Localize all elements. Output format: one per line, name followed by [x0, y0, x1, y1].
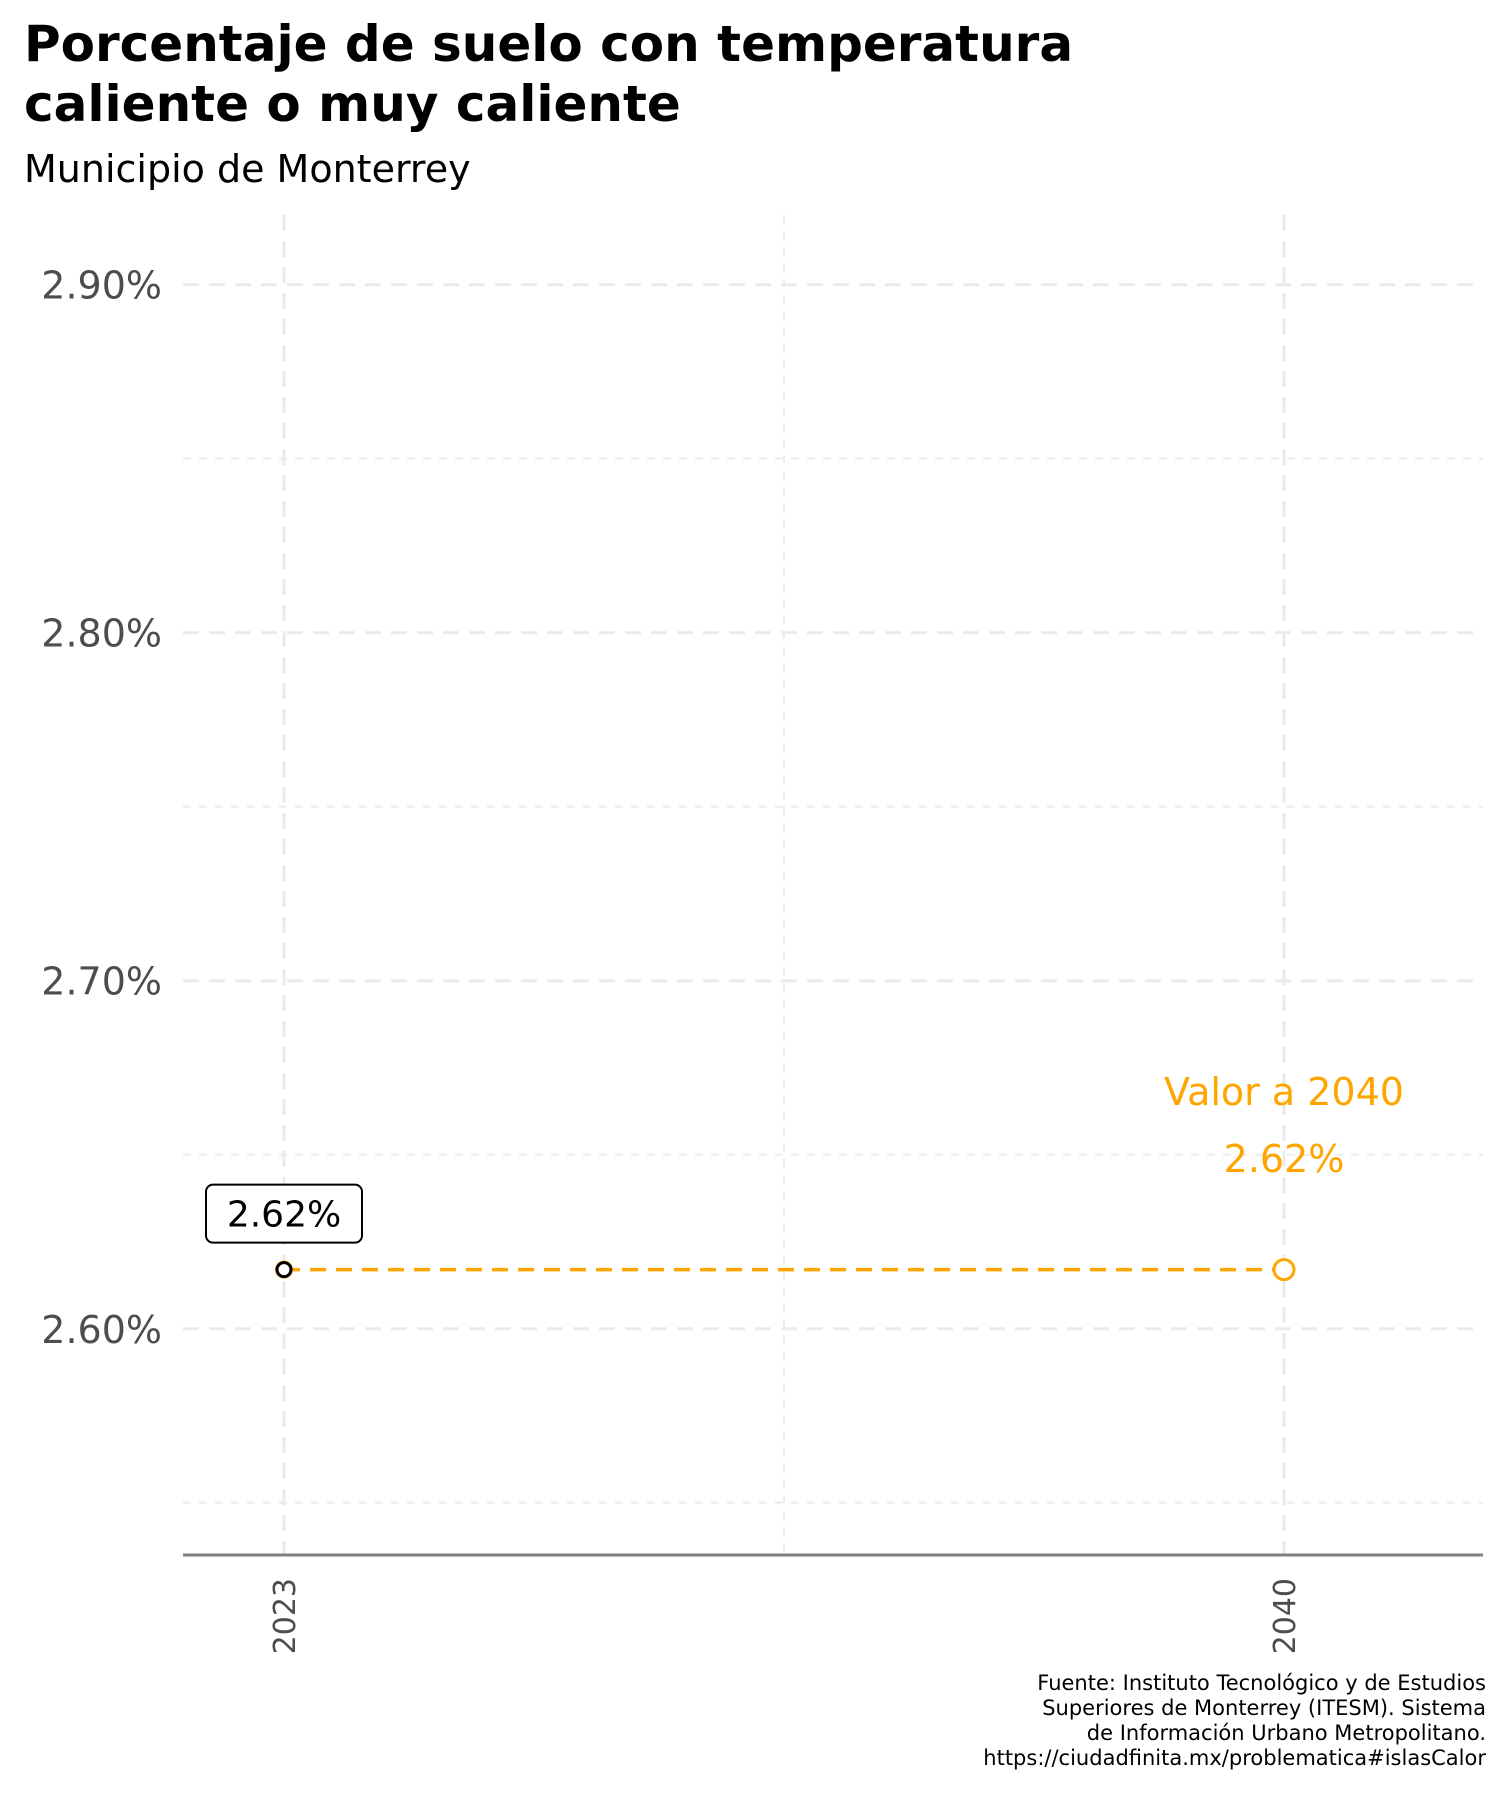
series [275, 1258, 1296, 1282]
y-tick-label: 2.90% [41, 264, 162, 308]
data-point-2040 [1272, 1258, 1296, 1282]
caption-line-4: https://ciudadfinita.mx/problematica#isl… [983, 1746, 1486, 1770]
x-tick-label: 2040 [1268, 1578, 1303, 1654]
major-gridlines [183, 215, 1483, 1555]
data-label-2023: 2.62% [227, 1195, 341, 1236]
chart-subtitle: Municipio de Monterrey [24, 147, 471, 191]
minor-gridlines [183, 215, 1483, 1555]
y-tick-label: 2.80% [41, 612, 162, 656]
data-label-box-2023 [205, 1183, 363, 1244]
y-tick-label: 2.70% [41, 960, 162, 1004]
chart-title-line-1: Porcentaje de suelo con temperatura [24, 15, 1074, 73]
y-tick-label: 2.60% [41, 1308, 162, 1352]
caption-line-1: Fuente: Instituto Tecnológico y de Estud… [1037, 1671, 1486, 1695]
caption-line-2: Superiores de Monterrey (ITESM). Sistema [1042, 1696, 1486, 1720]
annotation-2040: Valor a 2040 [1164, 1070, 1404, 1114]
y-axis-tick-labels: 2.60% 2.70% 2.80% 2.90% [41, 264, 162, 1352]
x-tick-label: 2023 [268, 1578, 303, 1654]
data-point-2023 [275, 1261, 293, 1279]
chart-title: Porcentaje de suelo con temperatura cali… [24, 14, 1073, 134]
caption-line-3: de Información Urbano Metropolitano. [1086, 1721, 1486, 1745]
source-caption: Fuente: Instituto Tecnológico y de Estud… [983, 1671, 1486, 1771]
chart-title-line-2: caliente o muy caliente [24, 75, 681, 133]
data-labels: 2.62% Valor a 2040 2.62% [205, 1070, 1404, 1244]
data-label-2040: 2.62% [1224, 1137, 1345, 1181]
x-axis-tick-labels: 2023 2040 [268, 1578, 1303, 1654]
